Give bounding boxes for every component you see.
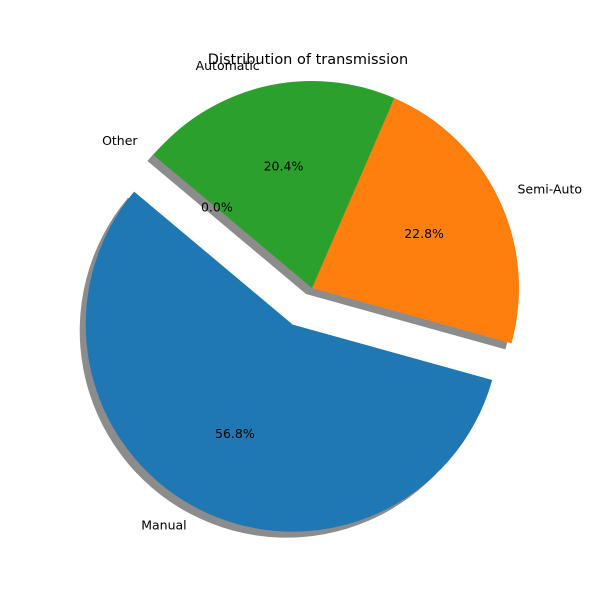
slice-semi-auto xyxy=(312,98,519,344)
slices xyxy=(85,81,519,532)
slice-labels: Manual Semi-Auto Automatic Other xyxy=(102,58,582,533)
slice-label-other: Other xyxy=(102,133,138,148)
slice-percent-manual: 56.8% xyxy=(215,426,255,441)
slice-automatic xyxy=(153,81,395,288)
slice-percent-semi-auto: 22.8% xyxy=(404,226,444,241)
slice-percent-automatic: 20.4% xyxy=(264,159,304,174)
slice-percent-other: 0.0% xyxy=(201,200,233,215)
slice-label-manual: Manual xyxy=(141,518,186,533)
slice-label-semi-auto: Semi-Auto xyxy=(517,181,582,196)
slice-label-automatic: Automatic xyxy=(196,58,260,73)
chart-title: Distribution of transmission xyxy=(208,52,408,68)
slice-percent-labels: 56.8% 22.8% 20.4% 0.0% xyxy=(201,159,444,441)
slice-manual xyxy=(85,191,493,532)
